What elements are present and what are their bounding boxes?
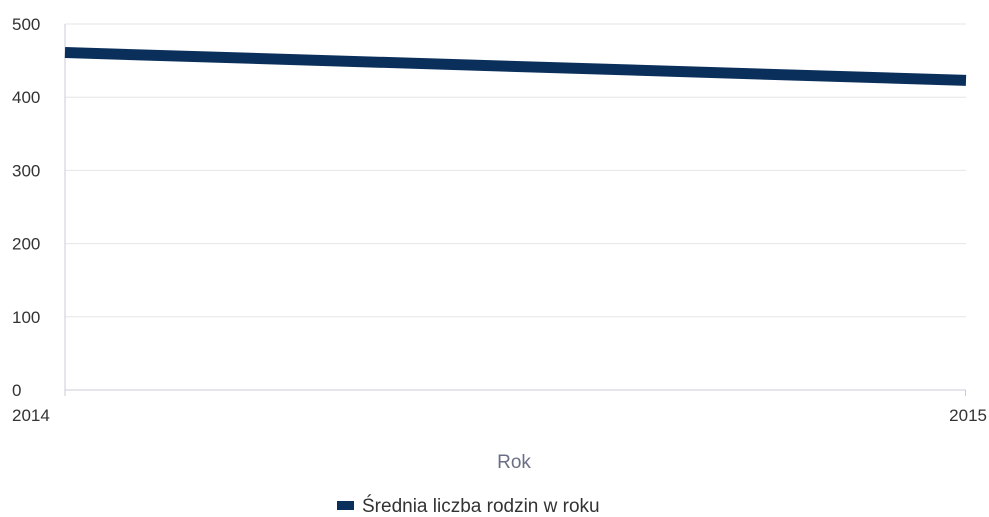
y-tick-label-400: 400 [12,88,40,107]
y-tick-label-300: 300 [12,161,40,180]
legend-label: Średnia liczba rodzin w roku [362,495,600,517]
legend-swatch [337,501,354,510]
gridlines [65,23,966,318]
x-axis-title: Rok [497,452,531,473]
y-tick-label-0: 0 [12,381,21,400]
y-tick-label-200: 200 [12,235,40,254]
series-line-0[interactable] [64,47,967,86]
x-tick-label-2014: 2014 [12,406,50,425]
series-layer [64,47,967,86]
axes [64,24,966,396]
tick-labels: 0 100 200 300 400 500 2014 2015 [12,15,987,425]
y-tick-label-100: 100 [12,308,40,327]
legend[interactable]: Średnia liczba rodzin w roku [337,495,600,517]
y-tick-label-500: 500 [12,15,40,34]
x-tick-label-2015: 2015 [949,406,987,425]
